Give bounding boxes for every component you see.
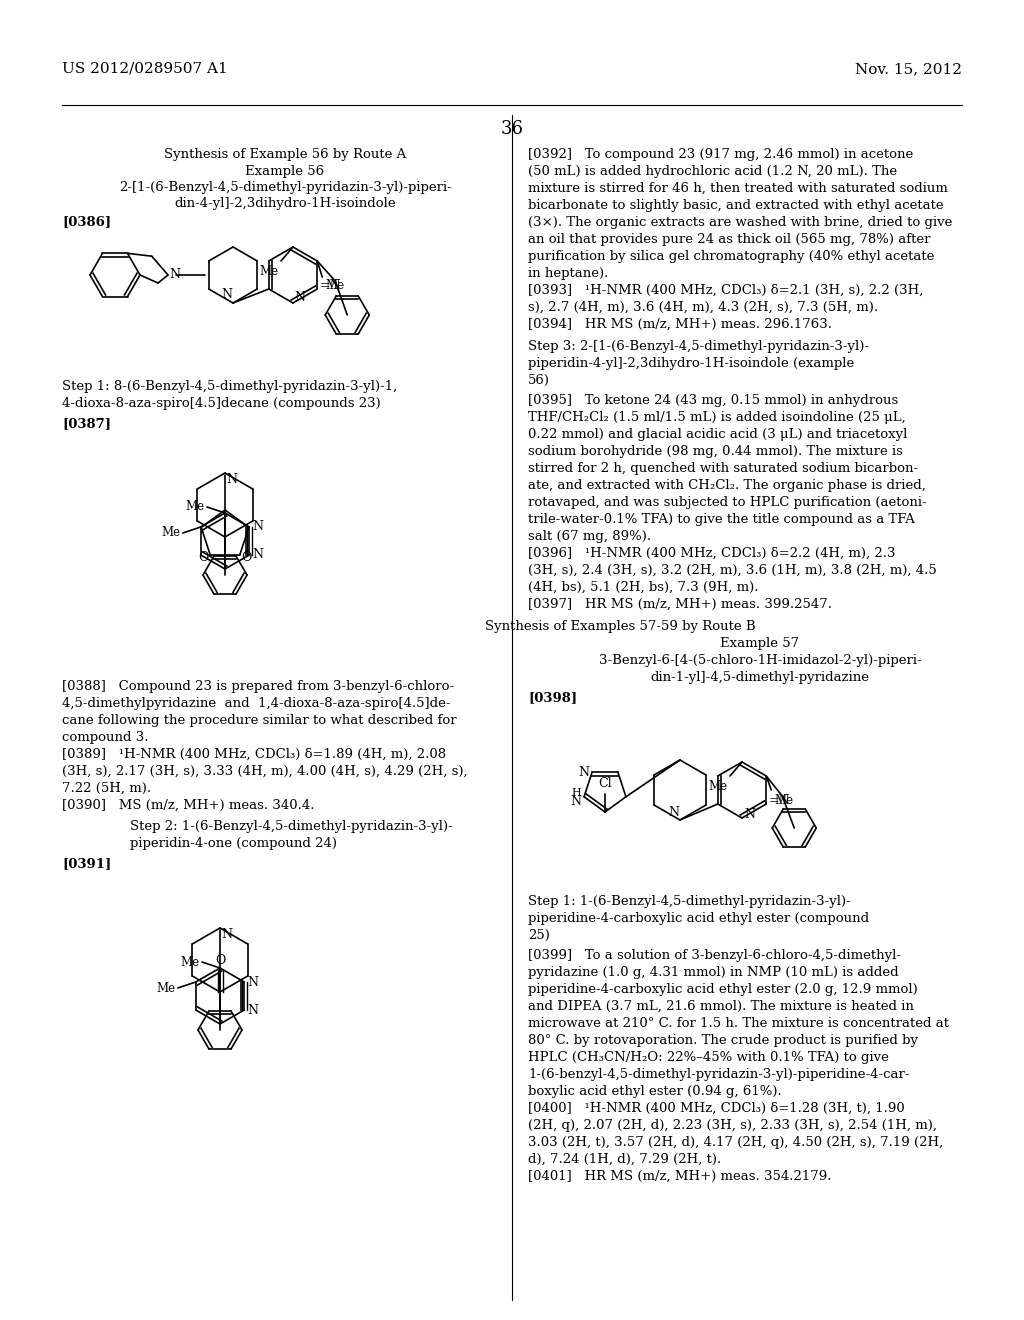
Text: H: H [571,788,581,797]
Text: mixture is stirred for 46 h, then treated with saturated sodium: mixture is stirred for 46 h, then treate… [528,182,948,195]
Text: Nov. 15, 2012: Nov. 15, 2012 [855,62,962,77]
Text: [0401]   HR MS (m/z, MH+) meas. 354.2179.: [0401] HR MS (m/z, MH+) meas. 354.2179. [528,1170,831,1183]
Text: cane following the procedure similar to what described for: cane following the procedure similar to … [62,714,457,727]
Text: [0389]   ¹H-NMR (400 MHz, CDCl₃) δ=1.89 (4H, m), 2.08: [0389] ¹H-NMR (400 MHz, CDCl₃) δ=1.89 (4… [62,748,446,762]
Text: 1-(6-benzyl-4,5-dimethyl-pyridazin-3-yl)-piperidine-4-car-: 1-(6-benzyl-4,5-dimethyl-pyridazin-3-yl)… [528,1068,909,1081]
Text: N: N [570,795,581,808]
Text: and DIPEA (3.7 mL, 21.6 mmol). The mixture is heated in: and DIPEA (3.7 mL, 21.6 mmol). The mixtu… [528,1001,913,1012]
Text: 3-Benzyl-6-[4-(5-chloro-1H-imidazol-2-yl)-piperi-: 3-Benzyl-6-[4-(5-chloro-1H-imidazol-2-yl… [599,653,922,667]
Text: compound 3.: compound 3. [62,731,148,744]
Text: Me: Me [162,527,181,540]
Text: [0394]   HR MS (m/z, MH+) meas. 296.1763.: [0394] HR MS (m/z, MH+) meas. 296.1763. [528,318,831,331]
Text: din-1-yl]-4,5-dimethyl-pyridazine: din-1-yl]-4,5-dimethyl-pyridazine [650,671,869,684]
Text: [0386]: [0386] [62,215,112,228]
Text: purification by silica gel chromatography (40% ethyl acetate: purification by silica gel chromatograph… [528,249,934,263]
Text: N: N [252,549,263,561]
Text: (3H, s), 2.4 (3H, s), 3.2 (2H, m), 3.6 (1H, m), 3.8 (2H, m), 4.5: (3H, s), 2.4 (3H, s), 3.2 (2H, m), 3.6 (… [528,564,937,577]
Text: =N: =N [319,279,341,292]
Text: Cl: Cl [598,777,611,789]
Text: sodium borohydride (98 mg, 0.44 mmol). The mixture is: sodium borohydride (98 mg, 0.44 mmol). T… [528,445,903,458]
Text: [0399]   To a solution of 3-benzyl-6-chloro-4,5-dimethyl-: [0399] To a solution of 3-benzyl-6-chlor… [528,949,901,962]
Text: [0392]   To compound 23 (917 mg, 2.46 mmol) in acetone: [0392] To compound 23 (917 mg, 2.46 mmol… [528,148,913,161]
Text: rotavaped, and was subjected to HPLC purification (aetoni-: rotavaped, and was subjected to HPLC pur… [528,496,927,510]
Text: =N: =N [768,795,790,807]
Text: Me: Me [709,780,728,793]
Text: s), 2.7 (4H, m), 3.6 (4H, m), 4.3 (2H, s), 7.3 (5H, m).: s), 2.7 (4H, m), 3.6 (4H, m), 4.3 (2H, s… [528,301,879,314]
Text: [0400]   ¹H-NMR (400 MHz, CDCl₃) δ=1.28 (3H, t), 1.90: [0400] ¹H-NMR (400 MHz, CDCl₃) δ=1.28 (3… [528,1102,905,1115]
Text: 56): 56) [528,374,550,387]
Text: trile-water-0.1% TFA) to give the title compound as a TFA: trile-water-0.1% TFA) to give the title … [528,513,914,525]
Text: stirred for 2 h, quenched with saturated sodium bicarbon-: stirred for 2 h, quenched with saturated… [528,462,919,475]
Text: (50 mL) is added hydrochloric acid (1.2 N, 20 mL). The: (50 mL) is added hydrochloric acid (1.2 … [528,165,897,178]
Text: [0396]   ¹H-NMR (400 MHz, CDCl₃) δ=2.2 (4H, m), 2.3: [0396] ¹H-NMR (400 MHz, CDCl₃) δ=2.2 (4H… [528,546,896,560]
Text: [0393]   ¹H-NMR (400 MHz, CDCl₃) δ=2.1 (3H, s), 2.2 (3H,: [0393] ¹H-NMR (400 MHz, CDCl₃) δ=2.1 (3H… [528,284,924,297]
Text: N: N [169,268,180,281]
Text: [0387]: [0387] [62,417,111,430]
Text: 7.22 (5H, m).: 7.22 (5H, m). [62,781,152,795]
Text: N: N [744,808,755,821]
Text: N: N [252,520,263,533]
Text: [0398]: [0398] [528,690,578,704]
Text: pyridazine (1.0 g, 4.31 mmol) in NMP (10 mL) is added: pyridazine (1.0 g, 4.31 mmol) in NMP (10… [528,966,899,979]
Text: piperidin-4-one (compound 24): piperidin-4-one (compound 24) [130,837,337,850]
Text: Me: Me [157,982,176,994]
Text: din-4-yl]-2,3dihydro-1H-isoindole: din-4-yl]-2,3dihydro-1H-isoindole [174,197,396,210]
Text: Step 1: 1-(6-Benzyl-4,5-dimethyl-pyridazin-3-yl)-: Step 1: 1-(6-Benzyl-4,5-dimethyl-pyridaz… [528,895,851,908]
Text: microwave at 210° C. for 1.5 h. The mixture is concentrated at: microwave at 210° C. for 1.5 h. The mixt… [528,1016,949,1030]
Text: [0395]   To ketone 24 (43 mg, 0.15 mmol) in anhydrous: [0395] To ketone 24 (43 mg, 0.15 mmol) i… [528,393,898,407]
Text: (3×). The organic extracts are washed with brine, dried to give: (3×). The organic extracts are washed wi… [528,216,952,228]
Text: piperidin-4-yl]-2,3dihydro-1H-isoindole (example: piperidin-4-yl]-2,3dihydro-1H-isoindole … [528,356,854,370]
Text: piperidine-4-carboxylic acid ethyl ester (2.0 g, 12.9 mmol): piperidine-4-carboxylic acid ethyl ester… [528,983,918,997]
Text: N: N [294,290,305,304]
Text: O: O [215,954,225,968]
Text: [0388]   Compound 23 is prepared from 3-benzyl-6-chloro-: [0388] Compound 23 is prepared from 3-be… [62,680,454,693]
Text: 80° C. by rotovaporation. The crude product is purified by: 80° C. by rotovaporation. The crude prod… [528,1034,918,1047]
Text: N: N [247,975,258,989]
Text: THF/CH₂Cl₂ (1.5 ml/1.5 mL) is added isoindoline (25 μL,: THF/CH₂Cl₂ (1.5 ml/1.5 mL) is added isoi… [528,411,906,424]
Text: (2H, q), 2.07 (2H, d), 2.23 (3H, s), 2.33 (3H, s), 2.54 (1H, m),: (2H, q), 2.07 (2H, d), 2.23 (3H, s), 2.3… [528,1119,937,1133]
Text: Synthesis of Examples 57-59 by Route B: Synthesis of Examples 57-59 by Route B [484,620,756,634]
Text: US 2012/0289507 A1: US 2012/0289507 A1 [62,62,227,77]
Text: in heptane).: in heptane). [528,267,608,280]
Text: ate, and extracted with CH₂Cl₂. The organic phase is dried,: ate, and extracted with CH₂Cl₂. The orga… [528,479,926,492]
Text: Step 2: 1-(6-Benzyl-4,5-dimethyl-pyridazin-3-yl)-: Step 2: 1-(6-Benzyl-4,5-dimethyl-pyridaz… [130,820,453,833]
Text: N: N [668,807,679,818]
Text: N: N [247,1003,258,1016]
Text: (3H, s), 2.17 (3H, s), 3.33 (4H, m), 4.00 (4H, s), 4.29 (2H, s),: (3H, s), 2.17 (3H, s), 3.33 (4H, m), 4.0… [62,766,468,777]
Text: [0397]   HR MS (m/z, MH+) meas. 399.2547.: [0397] HR MS (m/z, MH+) meas. 399.2547. [528,598,831,611]
Text: (4H, bs), 5.1 (2H, bs), 7.3 (9H, m).: (4H, bs), 5.1 (2H, bs), 7.3 (9H, m). [528,581,759,594]
Text: d), 7.24 (1H, d), 7.29 (2H, t).: d), 7.24 (1H, d), 7.29 (2H, t). [528,1152,721,1166]
Text: Me: Me [326,279,344,292]
Text: [0390]   MS (m/z, MH+) meas. 340.4.: [0390] MS (m/z, MH+) meas. 340.4. [62,799,314,812]
Text: 4-dioxa-8-aza-spiro[4.5]decane (compounds 23): 4-dioxa-8-aza-spiro[4.5]decane (compound… [62,397,381,411]
Text: HPLC (CH₃CN/H₂O: 22%–45% with 0.1% TFA) to give: HPLC (CH₃CN/H₂O: 22%–45% with 0.1% TFA) … [528,1051,889,1064]
Text: N: N [226,473,237,486]
Text: 3.03 (2H, t), 3.57 (2H, d), 4.17 (2H, q), 4.50 (2H, s), 7.19 (2H,: 3.03 (2H, t), 3.57 (2H, d), 4.17 (2H, q)… [528,1137,943,1148]
Text: bicarbonate to slightly basic, and extracted with ethyl acetate: bicarbonate to slightly basic, and extra… [528,199,944,213]
Text: Me: Me [181,956,200,969]
Text: Example 57: Example 57 [721,638,800,649]
Text: O: O [242,550,252,564]
Text: [0391]: [0391] [62,857,112,870]
Text: piperidine-4-carboxylic acid ethyl ester (compound: piperidine-4-carboxylic acid ethyl ester… [528,912,869,925]
Text: N: N [221,928,232,941]
Text: Step 1: 8-(6-Benzyl-4,5-dimethyl-pyridazin-3-yl)-1,: Step 1: 8-(6-Benzyl-4,5-dimethyl-pyridaz… [62,380,397,393]
Text: N: N [221,288,232,301]
Text: 25): 25) [528,929,550,942]
Text: N: N [579,766,589,779]
Text: salt (67 mg, 89%).: salt (67 mg, 89%). [528,531,651,543]
Text: an oil that provides pure 24 as thick oil (565 mg, 78%) after: an oil that provides pure 24 as thick oi… [528,234,931,246]
Text: Synthesis of Example 56 by Route A: Synthesis of Example 56 by Route A [164,148,407,161]
Text: 4,5-dimethylpyridazine  and  1,4-dioxa-8-aza-spiro[4.5]de-: 4,5-dimethylpyridazine and 1,4-dioxa-8-a… [62,697,451,710]
Text: 0.22 mmol) and glacial acidic acid (3 μL) and triacetoxyl: 0.22 mmol) and glacial acidic acid (3 μL… [528,428,907,441]
Text: boxylic acid ethyl ester (0.94 g, 61%).: boxylic acid ethyl ester (0.94 g, 61%). [528,1085,781,1098]
Text: O: O [198,550,208,564]
Text: Me: Me [774,795,794,807]
Text: 36: 36 [501,120,523,139]
Text: Example 56: Example 56 [246,165,325,178]
Text: Step 3: 2-[1-(6-Benzyl-4,5-dimethyl-pyridazin-3-yl)-: Step 3: 2-[1-(6-Benzyl-4,5-dimethyl-pyri… [528,341,869,352]
Text: Me: Me [260,265,279,279]
Text: 2-[1-(6-Benzyl-4,5-dimethyl-pyridazin-3-yl)-piperi-: 2-[1-(6-Benzyl-4,5-dimethyl-pyridazin-3-… [119,181,452,194]
Text: Me: Me [186,500,205,513]
